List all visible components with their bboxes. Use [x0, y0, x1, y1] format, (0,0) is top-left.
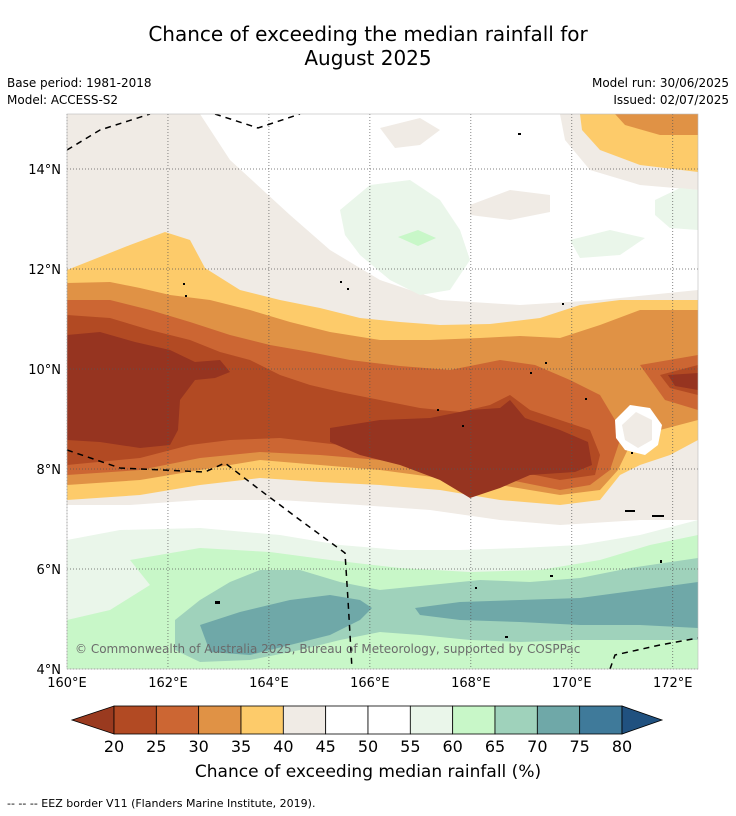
colorbar-swatch — [240, 705, 284, 735]
colorbar-extend-high — [621, 705, 664, 735]
map-title: Chance of exceeding the median rainfall … — [0, 22, 736, 70]
colorbar-tick-label: 65 — [485, 737, 505, 756]
contour-field — [67, 114, 698, 669]
contour-60-65-b — [398, 230, 436, 246]
lat-tick-label: 14°N — [28, 163, 61, 178]
base-period: Base period: 1981-2018 — [7, 76, 152, 90]
contour-55-60-c — [570, 230, 645, 258]
lat-tick-label: 4°N — [37, 663, 62, 678]
colorbar-swatch — [494, 705, 538, 735]
eez-border — [67, 114, 698, 669]
colorbar-swatch — [325, 705, 369, 735]
colorbar-swatch — [409, 705, 454, 735]
latitude-labels: 14°N 12°N 10°N 8°N 6°N 4°N — [28, 163, 61, 678]
colorbar-tick-label: 25 — [146, 737, 166, 756]
colorbar-title: Chance of exceeding median rainfall (%) — [194, 762, 542, 782]
model-run: Model run: 30/06/2025 — [591, 76, 729, 90]
lon-tick-label: 160°E — [47, 676, 87, 691]
lat-tick-label: 8°N — [37, 463, 62, 478]
colorbar-tick-label: 50 — [358, 737, 378, 756]
colorbar-tick-label: 40 — [273, 737, 293, 756]
contour-70-75 — [200, 595, 372, 655]
contour-40-45-b — [380, 118, 440, 148]
contour-55-60-d — [655, 188, 698, 230]
lon-tick-label: 168°E — [451, 676, 491, 691]
lat-tick-label: 6°N — [37, 563, 62, 578]
colorbar-swatch — [367, 705, 411, 735]
model-name: Model: ACCESS-S2 — [7, 93, 119, 107]
colorbar-swatch — [198, 705, 242, 735]
colorbar-swatch — [282, 705, 327, 735]
title-line-2: August 2025 — [304, 46, 432, 70]
lon-tick-label: 170°E — [552, 676, 592, 691]
contour-40-45-c — [470, 190, 550, 220]
colorbar: 20 25 30 35 40 45 50 55 60 65 70 75 80 — [70, 705, 664, 756]
lon-tick-label: 164°E — [249, 676, 289, 691]
eez-footnote: -- -- -- EEZ border V11 (Flanders Marine… — [7, 797, 316, 810]
lon-tick-label: 162°E — [148, 676, 188, 691]
colorbar-tick-label: 55 — [400, 737, 420, 756]
meta-right: Model run: 30/06/2025 Issued: 02/07/2025 — [592, 75, 729, 109]
issued-date: Issued: 02/07/2025 — [613, 93, 729, 107]
lat-tick-label: 12°N — [28, 263, 61, 278]
colorbar-tick-label: 80 — [612, 737, 632, 756]
lon-tick-label: 166°E — [350, 676, 390, 691]
lon-tick-label: 172°E — [653, 676, 693, 691]
title-line-1: Chance of exceeding the median rainfall … — [148, 22, 588, 46]
contour-30-35-top — [615, 114, 698, 135]
colorbar-tick-label: 30 — [188, 737, 208, 756]
contour-50-55-pocket — [622, 412, 652, 448]
colorbar-swatch — [155, 705, 200, 735]
copyright-notice: © Commonwealth of Australia 2025, Bureau… — [75, 642, 580, 656]
colorbar-tick-label: 70 — [527, 737, 547, 756]
forecast-map: © Commonwealth of Australia 2025, Bureau… — [28, 113, 699, 756]
colorbar-tick-label: 20 — [104, 737, 124, 756]
colorbar-tick-label: 35 — [231, 737, 251, 756]
colorbar-swatch — [113, 705, 157, 735]
longitude-labels: 160°E 162°E 164°E 166°E 168°E 170°E 172°E — [47, 676, 692, 691]
colorbar-tick-label: 45 — [315, 737, 335, 756]
islands — [183, 133, 664, 638]
colorbar-swatch — [579, 705, 623, 735]
colorbar-tick-label: 60 — [442, 737, 462, 756]
contour-70-75-b — [415, 582, 698, 628]
colorbar-extend-low — [70, 705, 115, 735]
lat-tick-label: 10°N — [28, 363, 61, 378]
contour-lt20 — [67, 332, 230, 448]
meta-left: Base period: 1981-2018 Model: ACCESS-S2 — [7, 75, 152, 109]
colorbar-tick-label: 75 — [569, 737, 589, 756]
colorbar-swatch — [536, 705, 581, 735]
contour-lt20-c — [668, 373, 698, 390]
plot-frame — [66, 113, 699, 670]
contour-lt20-b — [330, 400, 592, 498]
colorbar-swatch — [452, 705, 496, 735]
